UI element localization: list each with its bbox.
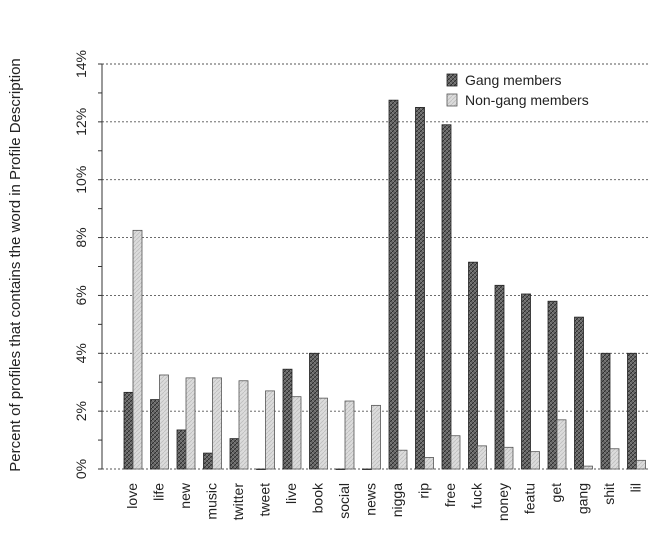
bar-nongang-free <box>450 435 461 470</box>
x-tick-label: fuck <box>469 482 485 509</box>
x-tick-labels: love life new music twitter tweet live book soci… <box>124 482 644 521</box>
y-axis-title: Percent of profiles that contains the wo… <box>7 58 24 472</box>
bar-nongang-twitter <box>238 380 249 470</box>
bar-gang-lil <box>627 352 637 470</box>
x-tick-label: lil <box>628 483 644 492</box>
x-tick-label: love <box>124 483 140 509</box>
bar-gang-music <box>203 452 213 470</box>
bar-series <box>123 99 646 470</box>
bar-gang-live <box>282 368 293 470</box>
bar-gang-get <box>547 300 558 470</box>
bar-gang-free <box>441 124 452 470</box>
x-tick-label: twitter <box>230 483 246 521</box>
bar-nongang-new <box>185 377 196 470</box>
bar-nongang-social <box>344 400 355 470</box>
x-tick-label: new <box>177 482 193 509</box>
x-tick-label: featu <box>522 483 538 514</box>
bar-gang-fuck <box>468 261 478 470</box>
x-tick-label: nigga <box>389 483 405 517</box>
bar-nongang-shit <box>609 448 620 470</box>
y-tick-label: 8% <box>73 227 89 247</box>
x-tick-label: rip <box>416 483 432 499</box>
y-axis: 0% 2% 4% 6% 8% 10% 12% 14% <box>73 50 103 479</box>
bar-gang-tweet <box>256 468 266 470</box>
x-tick-label: get <box>548 483 564 503</box>
y-tick-label: 14% <box>73 50 89 78</box>
legend-swatch-nongang <box>446 93 458 107</box>
x-tick-label: noney <box>495 483 511 521</box>
y-tick-label: 4% <box>73 343 89 363</box>
bar-gang-social <box>335 468 346 470</box>
x-tick-label: music <box>204 483 220 520</box>
bar-nongang-fuck <box>477 445 487 470</box>
bar-nongang-news <box>371 404 381 470</box>
bar-nongang-love <box>132 229 143 470</box>
bar-gang-nigga <box>388 99 399 470</box>
x-tick-label: gang <box>575 483 591 514</box>
bar-nongang-lil <box>636 459 646 470</box>
bar-gang-life <box>150 399 160 470</box>
x-tick-label: news <box>363 483 379 516</box>
bar-nongang-nigga <box>397 449 408 470</box>
legend: Gang members Non-gang members <box>446 72 589 108</box>
x-tick-label: shit <box>601 483 617 505</box>
bar-gang-shit <box>600 352 611 470</box>
bar-nongang-life <box>159 374 169 470</box>
bar-gang-book <box>309 352 319 470</box>
y-tick-label: 0% <box>73 459 89 479</box>
legend-swatch-gang <box>446 73 458 87</box>
legend-label-nongang: Non-gang members <box>465 92 589 108</box>
bar-nongang-music <box>212 377 222 470</box>
y-tick-label: 10% <box>73 166 89 194</box>
bar-gang-gang <box>574 316 584 470</box>
x-tick-label: book <box>310 482 326 513</box>
y-tick-label: 6% <box>73 285 89 305</box>
bar-nongang-get <box>556 419 567 470</box>
bar-gang-news <box>362 468 372 470</box>
bar-nongang-noney <box>503 446 514 470</box>
y-tick-label: 2% <box>73 401 89 421</box>
bar-gang-featu <box>521 293 531 470</box>
legend-label-gang: Gang members <box>465 72 561 88</box>
bar-gang-noney <box>494 284 505 470</box>
bar-nongang-live <box>291 396 302 470</box>
x-tick-label: live <box>283 483 299 504</box>
y-tick-label: 12% <box>73 108 89 136</box>
x-tick-label: social <box>336 483 352 519</box>
bar-nongang-book <box>318 397 328 470</box>
bar-gang-rip <box>415 106 425 470</box>
bar-gang-twitter <box>229 438 240 470</box>
bar-nongang-rip <box>424 457 434 470</box>
bar-nongang-featu <box>530 451 540 470</box>
x-tick-label: life <box>151 483 167 501</box>
bar-nongang-tweet <box>265 390 275 470</box>
bar-nongang-gang <box>583 465 593 470</box>
bar-gang-love <box>123 391 134 470</box>
x-tick-label: tweet <box>257 483 273 517</box>
x-tick-label: free <box>442 483 458 507</box>
bar-gang-new <box>176 429 187 470</box>
